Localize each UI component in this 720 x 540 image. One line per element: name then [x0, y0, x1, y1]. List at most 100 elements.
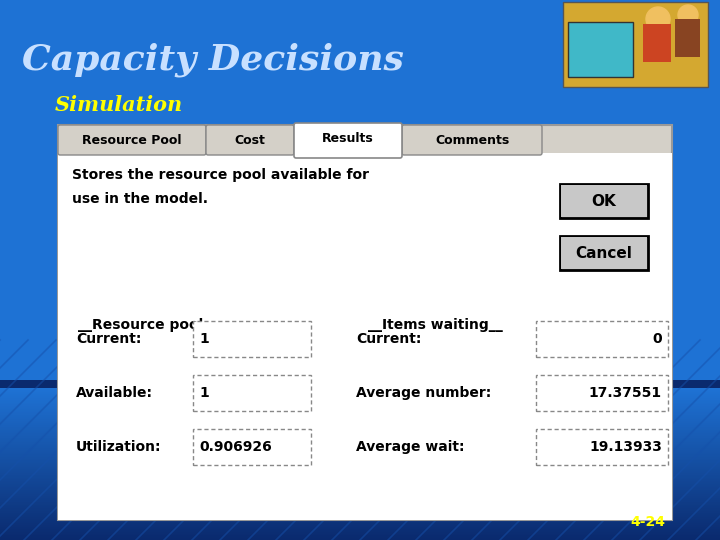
Bar	[0, 492, 720, 494]
Bar	[0, 454, 720, 455]
Bar	[0, 450, 720, 451]
Bar	[0, 408, 720, 410]
Bar	[0, 394, 720, 396]
Bar	[0, 493, 720, 495]
Bar	[0, 411, 720, 413]
Bar	[0, 423, 720, 426]
Bar	[563, 2, 708, 87]
Text: Cancel: Cancel	[575, 246, 632, 260]
Bar	[0, 409, 720, 411]
Bar	[0, 435, 720, 436]
Bar	[0, 446, 720, 448]
Bar	[0, 487, 720, 489]
Bar	[0, 447, 720, 449]
Bar	[0, 466, 720, 468]
Bar	[0, 390, 720, 392]
Text: 19.13933: 19.13933	[589, 440, 662, 454]
Bar	[0, 434, 720, 436]
Bar	[0, 422, 720, 424]
Bar	[0, 444, 720, 446]
Bar	[0, 436, 720, 438]
Bar	[0, 428, 720, 430]
Bar	[0, 479, 720, 481]
Bar	[0, 528, 720, 530]
Bar	[0, 444, 720, 446]
Text: Results: Results	[322, 132, 374, 145]
Bar	[0, 465, 720, 467]
Bar	[0, 388, 720, 390]
Text: Average number:: Average number:	[356, 386, 491, 400]
Text: __Resource pool__: __Resource pool__	[78, 318, 217, 332]
Bar	[0, 450, 720, 453]
Bar	[0, 500, 720, 501]
Bar	[0, 401, 720, 403]
Bar	[0, 531, 720, 534]
Bar	[0, 427, 720, 428]
Bar	[0, 475, 720, 476]
Bar	[560, 184, 648, 218]
Circle shape	[646, 7, 670, 31]
Bar	[0, 525, 720, 527]
Bar	[0, 529, 720, 530]
Bar	[0, 461, 720, 463]
Bar	[0, 502, 720, 504]
Text: 24: 24	[641, 499, 655, 509]
Bar	[0, 440, 720, 442]
Bar	[0, 509, 720, 511]
Bar	[0, 519, 720, 521]
Bar	[0, 389, 720, 391]
Bar	[0, 433, 720, 435]
Bar	[0, 523, 720, 525]
Bar	[0, 419, 720, 421]
Text: Utilization:: Utilization:	[76, 440, 161, 454]
Bar	[0, 403, 720, 405]
Bar	[0, 505, 720, 507]
Bar	[0, 455, 720, 457]
Bar	[0, 429, 720, 431]
Bar	[0, 413, 720, 415]
Text: Current:: Current:	[356, 332, 421, 346]
Bar	[193, 321, 311, 357]
Bar	[0, 426, 720, 428]
Bar	[0, 484, 720, 486]
Bar	[0, 446, 720, 447]
Bar	[0, 496, 720, 497]
Bar	[0, 498, 720, 500]
Bar	[0, 476, 720, 478]
Bar	[0, 507, 720, 509]
Bar	[0, 504, 720, 507]
Bar	[0, 536, 720, 538]
Bar	[0, 456, 720, 457]
Bar	[0, 400, 720, 402]
Bar	[0, 395, 720, 397]
Bar	[0, 475, 720, 477]
Bar	[0, 477, 720, 480]
Bar	[0, 469, 720, 471]
Bar	[0, 483, 720, 484]
Bar	[0, 412, 720, 414]
Bar	[0, 392, 720, 394]
Bar	[0, 454, 720, 456]
Bar	[0, 449, 720, 451]
Bar	[0, 397, 720, 399]
Bar	[0, 400, 720, 401]
Bar	[0, 485, 720, 487]
Bar	[0, 516, 720, 518]
Bar	[0, 442, 720, 444]
Bar	[0, 438, 720, 440]
Bar	[0, 467, 720, 469]
Bar	[0, 501, 720, 503]
Bar	[0, 524, 720, 526]
Bar	[0, 421, 720, 422]
FancyBboxPatch shape	[402, 125, 542, 155]
Bar	[0, 470, 720, 472]
Bar	[0, 462, 720, 463]
Text: 1: 1	[199, 386, 209, 400]
Text: 0.906926: 0.906926	[199, 440, 271, 454]
Bar	[0, 518, 720, 519]
Bar	[0, 521, 720, 523]
Bar	[0, 527, 720, 529]
Bar	[0, 481, 720, 483]
Bar	[0, 429, 720, 430]
Bar	[0, 465, 720, 467]
